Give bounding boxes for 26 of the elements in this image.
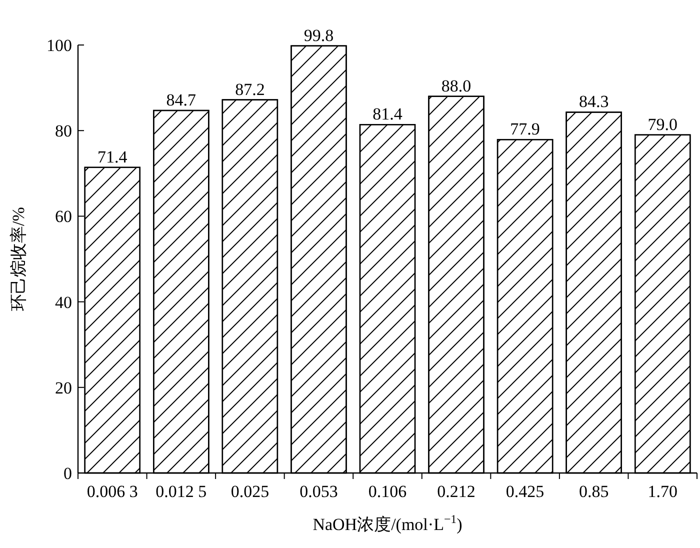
y-tick-label: 0	[64, 464, 72, 483]
x-tick-label: 0.012 5	[156, 482, 207, 501]
y-tick-label: 20	[55, 378, 72, 398]
data-label: 84.7	[166, 90, 197, 110]
y-axis-title: 环己烷收率/%	[9, 207, 28, 311]
x-tick-label: 0.212	[437, 482, 476, 501]
x-tick-label: 0.025	[230, 482, 270, 501]
y-tick-label: 40	[55, 292, 72, 312]
x-tick-label: 0.425	[506, 482, 544, 501]
x-tick-label: 0.006 3	[86, 482, 138, 501]
y-tick-label: 100	[46, 36, 72, 55]
y-tick-label: 60	[55, 207, 72, 226]
data-label: 79.0	[648, 114, 678, 134]
x-tick-label: 0.106	[368, 482, 407, 501]
data-label: 77.9	[510, 120, 540, 139]
data-label: 71.4	[98, 147, 128, 166]
x-tick-label: 0.053	[300, 482, 338, 501]
x-axis-title: NaOH浓度/(mol·L$^{−1}$)	[312, 512, 462, 534]
y-tick-label: 80	[55, 122, 72, 141]
x-tick-label: 0.85	[578, 482, 609, 501]
x-tick-label: 1.70	[648, 482, 678, 501]
data-label: 84.3	[578, 92, 609, 112]
data-label: 88.0	[441, 76, 472, 96]
data-label: 87.2	[235, 80, 265, 99]
data-label: 99.8	[304, 26, 334, 45]
data-label: 81.4	[372, 104, 403, 124]
